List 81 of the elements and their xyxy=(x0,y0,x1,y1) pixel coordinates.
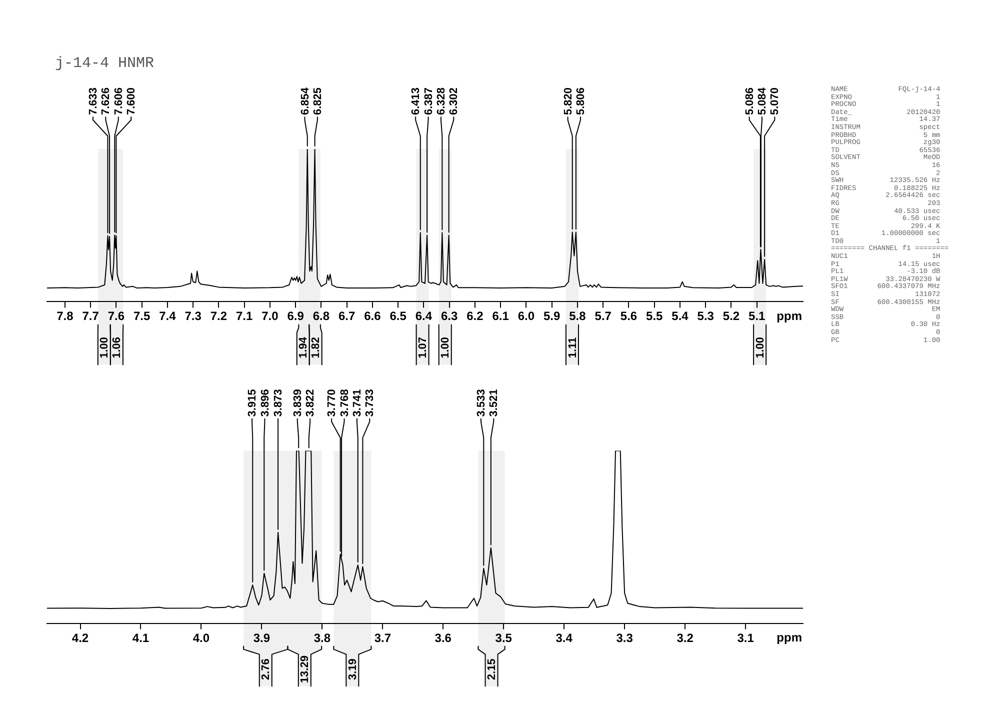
annotation: 3.741 xyxy=(351,389,364,417)
x-tick-label: 3.9 xyxy=(253,630,270,645)
x-tick-label: 5.8 xyxy=(569,309,586,324)
x-axis-title: ppm xyxy=(776,630,802,645)
band-label: 1.94 xyxy=(298,336,310,358)
x-tick-label: 6.3 xyxy=(441,309,458,324)
annotation: 3.822 xyxy=(304,389,317,417)
annotation: 6.328 xyxy=(435,87,448,115)
band-label: 2.15 xyxy=(486,658,498,680)
band-label: 13.29 xyxy=(299,656,312,684)
annotation: 7.633 xyxy=(88,87,100,115)
x-tick-label: 3.1 xyxy=(737,630,754,645)
x-tick-label: 7.5 xyxy=(133,309,150,324)
x-tick-label: 6.0 xyxy=(518,309,535,324)
x-tick-label: 6.9 xyxy=(287,309,304,324)
annotation: 3.873 xyxy=(272,389,285,417)
x-tick-label: 3.7 xyxy=(374,630,392,645)
annotation: 5.086 xyxy=(744,87,756,115)
x-tick-label: 7.6 xyxy=(108,309,125,324)
x-tick-label: 5.1 xyxy=(748,309,766,324)
x-tick-label: 6.2 xyxy=(466,309,484,324)
annotation: 3.533 xyxy=(475,389,488,417)
annotation: 3.770 xyxy=(326,389,338,417)
annotation: 7.626 xyxy=(100,87,112,115)
x-axis-title: ppm xyxy=(776,309,802,324)
x-tick-label: 7.0 xyxy=(262,309,279,324)
x-tick-label: 6.1 xyxy=(492,309,510,324)
x-tick-label: 3.6 xyxy=(434,630,452,645)
annotation: 7.606 xyxy=(112,87,125,115)
band-label: 1.07 xyxy=(417,336,430,358)
annotation: 5.820 xyxy=(562,87,574,115)
x-tick-label: 7.2 xyxy=(210,309,228,324)
x-tick-label: 6.6 xyxy=(364,309,382,324)
x-tick-label: 7.3 xyxy=(184,309,202,324)
x-tick-label: 5.4 xyxy=(672,309,689,324)
x-tick-label: 7.7 xyxy=(82,309,100,324)
x-tick-label: 6.8 xyxy=(312,309,330,324)
x-tick-label: 7.8 xyxy=(56,309,74,324)
annotation: 3.839 xyxy=(292,389,304,417)
x-tick-label: 6.4 xyxy=(415,309,432,324)
band-label: 1.11 xyxy=(566,337,579,358)
x-tick-label: 5.7 xyxy=(594,309,612,324)
x-tick-label: 7.1 xyxy=(236,309,253,324)
annotation: 3.896 xyxy=(259,389,272,417)
band-label: 1.82 xyxy=(310,336,322,358)
annotation: 5.070 xyxy=(769,87,782,115)
band-label: 2.76 xyxy=(260,658,272,680)
x-tick-label: 3.4 xyxy=(556,630,573,645)
x-tick-label: 3.3 xyxy=(616,630,634,645)
x-tick-label: 5.3 xyxy=(697,309,714,324)
annotation: 6.302 xyxy=(448,87,460,115)
annotation: 6.387 xyxy=(422,87,435,115)
annotation: 6.413 xyxy=(410,87,422,115)
x-tick-label: 6.7 xyxy=(338,309,356,324)
band-label: 1.00 xyxy=(98,336,111,358)
x-tick-label: 5.9 xyxy=(544,309,561,324)
annotation: 6.854 xyxy=(299,86,312,115)
chart-title: j-14-4 HNMR xyxy=(55,55,154,72)
annotation: 3.733 xyxy=(364,389,376,417)
annotation: 5.084 xyxy=(756,86,769,115)
annotation: 7.600 xyxy=(126,87,138,115)
annotation: 3.915 xyxy=(246,389,259,417)
x-tick-label: 5.2 xyxy=(722,309,740,324)
x-tick-label: 5.6 xyxy=(620,309,638,324)
band-label: 1.00 xyxy=(440,336,452,358)
x-tick-label: 6.5 xyxy=(390,309,407,324)
x-tick-label: 5.5 xyxy=(646,309,664,324)
x-tick-label: 3.8 xyxy=(314,630,331,645)
band-label: 1.06 xyxy=(111,336,124,358)
annotation: 3.521 xyxy=(488,389,500,417)
x-tick-label: 4.1 xyxy=(132,630,150,645)
annotation: 5.806 xyxy=(575,87,588,115)
x-tick-label: 3.2 xyxy=(676,630,694,645)
x-tick-label: 7.4 xyxy=(159,309,176,324)
band-label: 1.00 xyxy=(754,336,766,358)
x-tick-label: 4.2 xyxy=(72,630,89,645)
x-tick-label: 4.0 xyxy=(192,630,210,645)
annotation: 6.825 xyxy=(312,87,324,115)
annotation: 3.768 xyxy=(338,389,351,417)
band-label: 3.19 xyxy=(346,658,359,680)
x-tick-label: 3.5 xyxy=(495,630,512,645)
